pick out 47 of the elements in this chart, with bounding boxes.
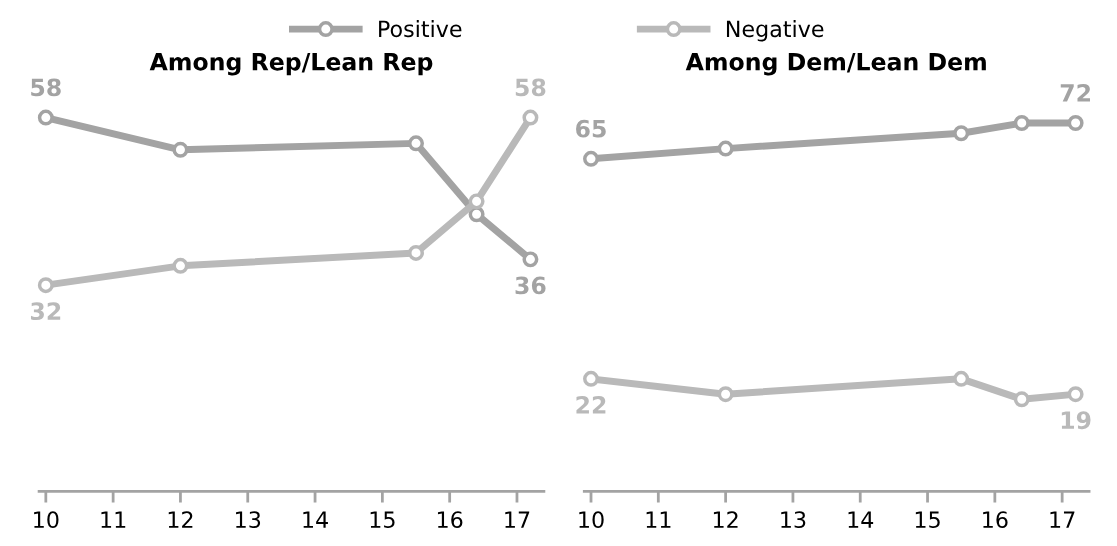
legend-label: Negative — [726, 20, 824, 42]
point — [1013, 391, 1030, 408]
point — [37, 277, 54, 294]
data-label: 72 — [1060, 83, 1090, 102]
x-tick-label: 17 — [505, 511, 530, 528]
x-tick-label: 12 — [168, 511, 193, 528]
x-tick-label: 16 — [983, 511, 1008, 529]
point — [717, 386, 734, 403]
point — [583, 150, 599, 167]
chart-title: Among Dem/Lean Dem — [685, 53, 986, 76]
chart-title: Among Rep/Lean Rep — [149, 53, 433, 76]
data-label: 22 — [576, 395, 606, 414]
point — [172, 257, 189, 274]
data-label: 36 — [515, 276, 546, 295]
point — [408, 135, 424, 152]
x-tick-label: 10 — [579, 511, 604, 529]
point — [717, 140, 734, 157]
point — [953, 125, 970, 142]
x-tick-label: 10 — [34, 511, 59, 529]
point — [953, 370, 970, 387]
data-label: 19 — [1061, 411, 1091, 430]
data-label: 58 — [31, 78, 61, 97]
point — [1067, 386, 1084, 403]
point — [37, 109, 54, 126]
point — [172, 141, 189, 158]
point — [583, 370, 599, 387]
point — [1013, 115, 1030, 131]
x-tick-label: 15 — [370, 511, 395, 529]
x-tick-label: 13 — [781, 511, 806, 529]
x-tick-label: 16 — [437, 511, 463, 529]
point — [522, 109, 539, 126]
point — [468, 193, 485, 210]
x-tick-label: 13 — [236, 511, 261, 529]
x-tick-label: 12 — [713, 511, 738, 528]
x-tick-label: 14 — [303, 511, 328, 528]
x-tick-label: 14 — [848, 511, 874, 528]
point — [408, 244, 424, 261]
point — [1067, 115, 1084, 131]
data-label: 65 — [576, 119, 606, 138]
x-tick-label: 11 — [101, 511, 126, 528]
x-tick-label: 17 — [1050, 511, 1075, 528]
data-label: 58 — [515, 78, 546, 97]
data-label: 32 — [30, 302, 61, 321]
point — [522, 251, 539, 268]
x-tick-label: 11 — [646, 511, 671, 528]
x-tick-label: 15 — [915, 511, 940, 529]
legend-label: Positive — [379, 20, 462, 38]
